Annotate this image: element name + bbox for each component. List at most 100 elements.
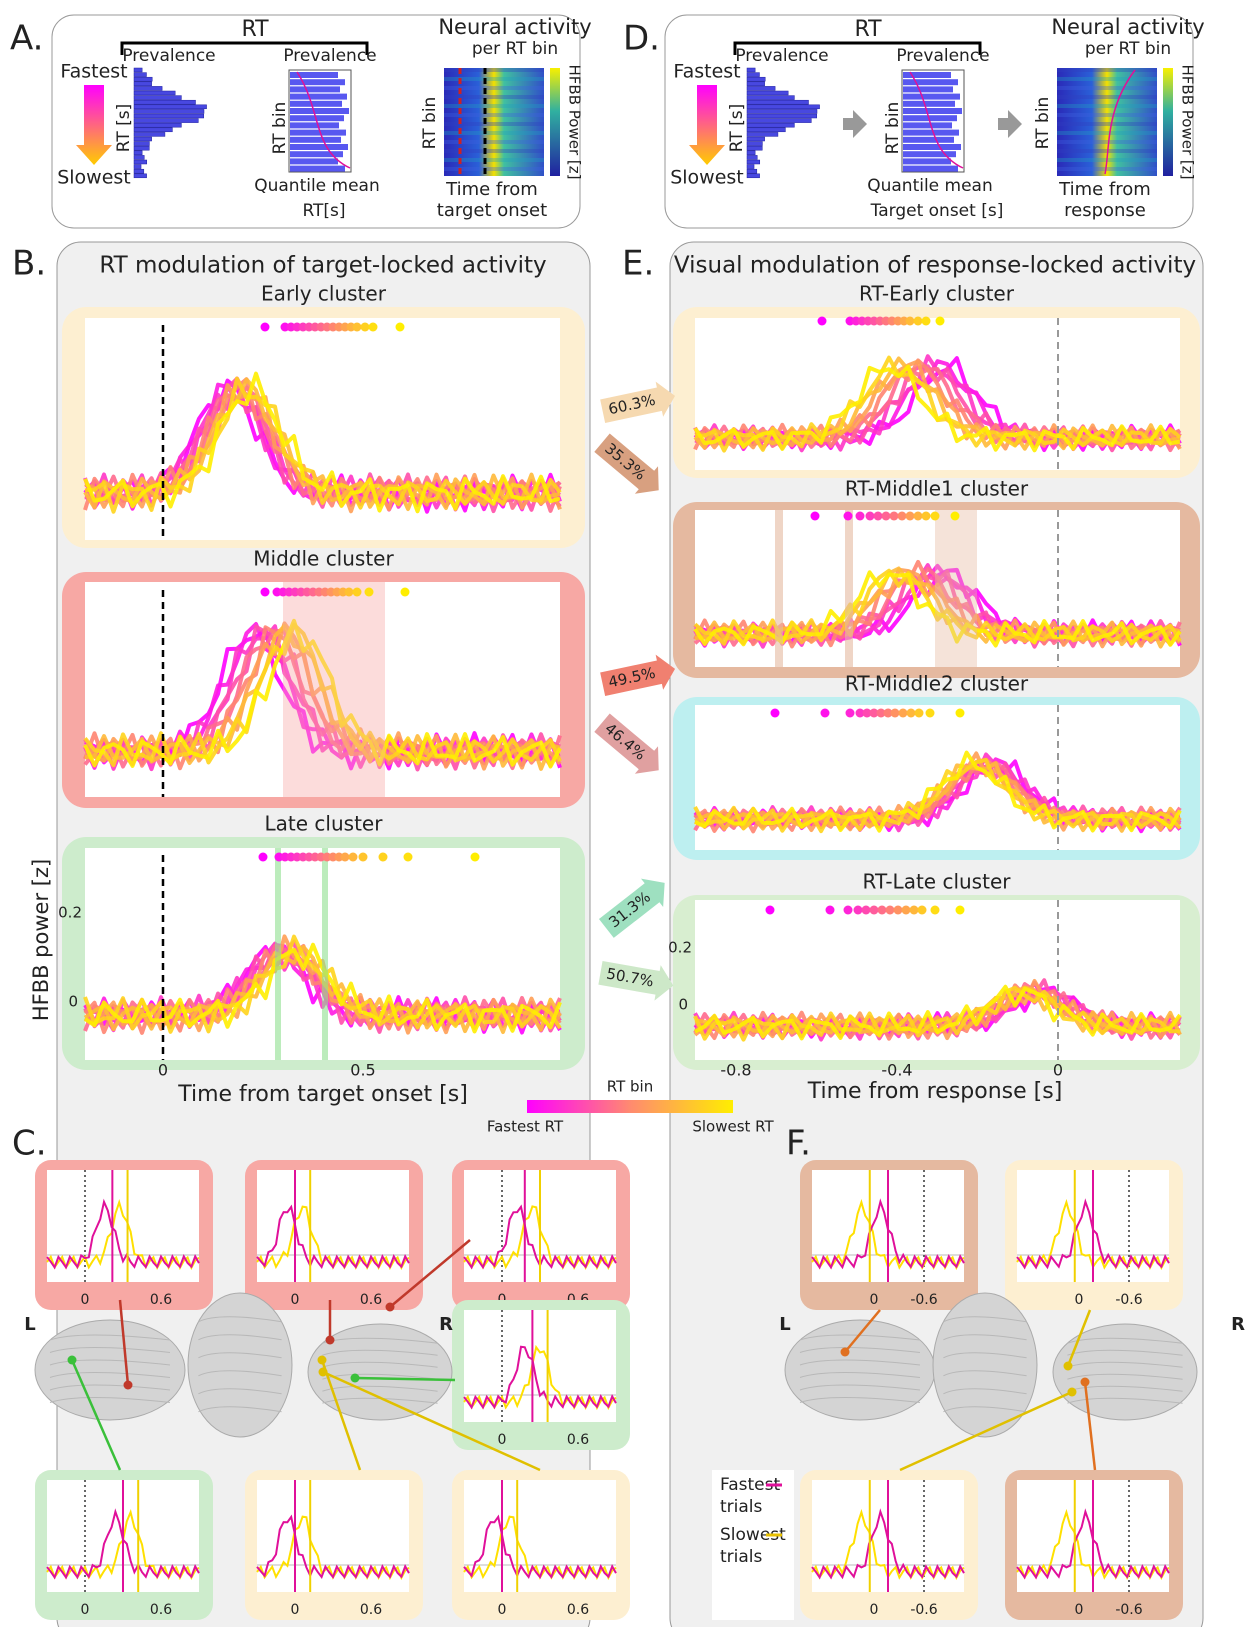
label: 0	[291, 1602, 300, 1618]
rt-dot	[862, 906, 871, 915]
label: RT [s]	[114, 104, 134, 153]
electrode	[326, 1336, 335, 1345]
label: Slowest	[670, 167, 744, 189]
label: -0.6	[1115, 1602, 1142, 1618]
hist-bar	[134, 100, 196, 104]
label: Middle cluster	[253, 547, 394, 571]
hist-bar	[747, 155, 757, 159]
label: 0	[158, 1061, 168, 1080]
label: 0	[68, 993, 78, 1011]
rt-dot	[899, 709, 908, 718]
hist-bar	[747, 137, 765, 141]
hist-bar	[747, 165, 754, 169]
flow-arrow: 31.3%	[595, 869, 675, 943]
label: 0.2	[668, 939, 692, 957]
label: Quantile mean	[867, 176, 993, 196]
hist-bar	[134, 146, 149, 150]
rt-dot	[931, 906, 940, 915]
label: Target onset [s]	[870, 201, 1004, 221]
electrode	[841, 1348, 850, 1357]
flow-arrow: 49.5%	[599, 651, 679, 702]
label: Slowest	[57, 167, 131, 189]
brain	[188, 1293, 292, 1437]
rt-dot	[915, 709, 924, 718]
hist-bar	[134, 169, 144, 173]
hist-bar	[134, 96, 181, 100]
label: 0	[291, 1292, 300, 1308]
hist-bar	[134, 109, 204, 113]
electrode	[386, 1303, 395, 1312]
label: Prevalence	[122, 46, 215, 66]
rt-dot	[826, 906, 835, 915]
quantile-bar	[290, 137, 341, 143]
label: Visual modulation of response-locked act…	[674, 253, 1196, 279]
hist-bar	[747, 169, 757, 173]
label: Early cluster	[261, 282, 387, 306]
flow-arrow: 35.3%	[590, 429, 670, 504]
heatmap-row	[444, 104, 544, 108]
label: 0	[81, 1292, 90, 1308]
label: R	[439, 1314, 453, 1335]
label: RT [s]	[727, 104, 747, 153]
rt-dot	[349, 853, 358, 862]
label: RT modulation of target-locked activity	[99, 253, 546, 279]
hist-bar	[747, 105, 820, 109]
hist-bar	[747, 174, 760, 178]
quantile-bar	[903, 108, 962, 114]
hist-bar	[747, 123, 794, 127]
rt-dot	[890, 512, 899, 521]
hist-bar	[134, 132, 165, 136]
hist-bar	[134, 142, 149, 146]
hist-bar	[747, 77, 765, 81]
rt-dot	[401, 588, 410, 597]
rt-dot	[396, 323, 405, 332]
rt-dot	[361, 323, 370, 332]
label: D.	[623, 19, 660, 59]
quantile-bar	[290, 166, 345, 172]
rt-dot	[359, 853, 368, 862]
quantile-bar	[903, 79, 958, 85]
hist-bar	[747, 73, 759, 77]
rt-dot	[914, 317, 923, 326]
quantile-bar	[903, 130, 959, 136]
label: 0.6	[360, 1602, 382, 1618]
quantile-bar	[903, 158, 951, 164]
label: RT bin	[270, 102, 290, 155]
rt-dot	[956, 709, 965, 718]
sig	[845, 510, 853, 667]
electrode	[1068, 1388, 1077, 1397]
label: RT-Early cluster	[859, 282, 1015, 306]
rt-dot	[353, 323, 362, 332]
rt-dot	[918, 906, 927, 915]
label: 0	[498, 1432, 507, 1448]
label: -0.6	[910, 1602, 937, 1618]
quantile-bar	[290, 151, 343, 157]
label: per RT bin	[472, 39, 558, 59]
rt-dot	[866, 512, 875, 521]
rt-dot	[261, 323, 270, 332]
quantile-bar	[903, 101, 955, 107]
quantile-bar	[290, 144, 348, 150]
label: RT bin	[420, 97, 440, 150]
hist-bar	[747, 86, 775, 90]
rt-dot	[926, 709, 935, 718]
hist-bar	[747, 128, 785, 132]
rt-dot	[471, 853, 480, 862]
hist-bar	[134, 86, 162, 90]
quantile-bar	[903, 166, 958, 172]
sig	[283, 582, 385, 797]
label: A.	[10, 19, 43, 59]
rt-dot	[886, 906, 895, 915]
hist-bar	[134, 160, 147, 164]
label: Prevalence	[735, 46, 828, 66]
label: 0	[870, 1602, 879, 1618]
electrode	[319, 1368, 328, 1377]
hist-bar	[134, 137, 152, 141]
rt-dot	[922, 317, 931, 326]
sig	[322, 848, 328, 1060]
hist-bar	[134, 151, 142, 155]
label: HFBB Power [z]	[1179, 65, 1197, 180]
label: E.	[622, 244, 654, 284]
rt-dot	[906, 512, 915, 521]
label: 0	[1053, 1061, 1063, 1080]
